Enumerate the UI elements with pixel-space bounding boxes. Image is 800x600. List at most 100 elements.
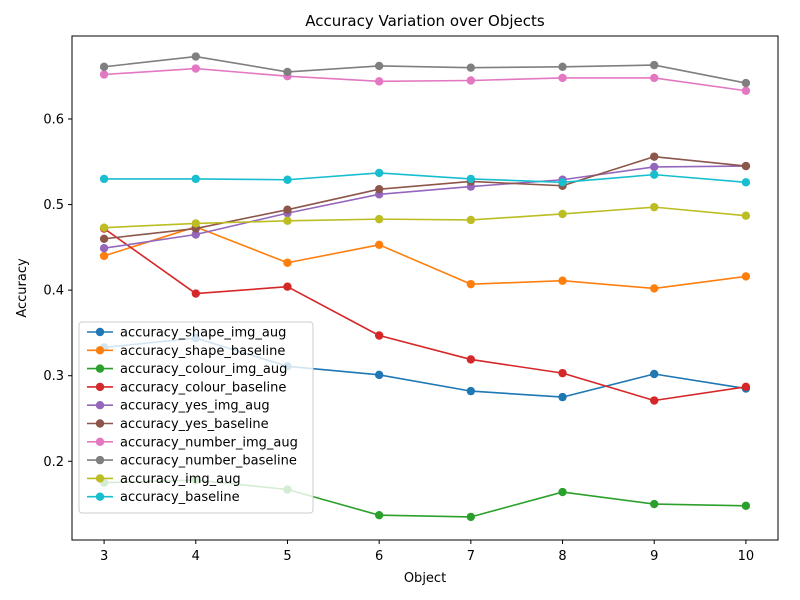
data-point bbox=[558, 392, 567, 402]
y-axis-ticks: 0.2 0.3 0.4 0.5 0.6 bbox=[43, 113, 72, 470]
data-point bbox=[99, 70, 109, 79]
data-point bbox=[191, 64, 200, 73]
legend-label: accuracy_number_img_aug bbox=[120, 435, 298, 450]
data-point bbox=[466, 512, 476, 522]
data-point bbox=[558, 178, 567, 187]
data-point bbox=[741, 382, 751, 392]
x-tick-label: 10 bbox=[738, 549, 755, 564]
data-point bbox=[650, 170, 659, 179]
chart-title: Accuracy Variation over Objects bbox=[305, 12, 545, 30]
series-line bbox=[104, 67, 747, 92]
legend-item: accuracy_colour_img_aug bbox=[87, 362, 287, 377]
data-point bbox=[283, 282, 292, 291]
data-point bbox=[741, 78, 751, 88]
data-point bbox=[650, 73, 659, 83]
data-point bbox=[741, 211, 751, 220]
series-accuracy-yes-baseline bbox=[99, 152, 751, 243]
data-point bbox=[558, 487, 567, 497]
legend-marker bbox=[95, 455, 105, 465]
data-point bbox=[466, 174, 476, 184]
legend-label: accuracy_colour_img_aug bbox=[120, 362, 287, 377]
data-point bbox=[741, 272, 751, 281]
series-line bbox=[104, 206, 746, 229]
data-point bbox=[466, 215, 476, 225]
data-point bbox=[741, 161, 751, 171]
data-point bbox=[99, 244, 109, 253]
data-point bbox=[374, 184, 384, 194]
data-point bbox=[741, 86, 751, 95]
legend: accuracy_shape_img_aug accuracy_shape_bas… bbox=[78, 321, 314, 514]
data-point bbox=[191, 289, 200, 298]
data-point bbox=[283, 205, 292, 214]
data-point bbox=[650, 499, 659, 509]
legend-item: accuracy_yes_baseline bbox=[87, 417, 269, 432]
legend-label: accuracy_number_baseline bbox=[120, 454, 297, 469]
x-tick-label: 7 bbox=[467, 549, 475, 564]
y-tick-label: 0.6 bbox=[43, 113, 64, 128]
x-axis-label: Object bbox=[404, 571, 446, 586]
data-point bbox=[466, 386, 476, 396]
data-point bbox=[466, 279, 476, 289]
data-point bbox=[374, 510, 384, 520]
legend-marker bbox=[95, 492, 105, 501]
data-point bbox=[650, 162, 659, 172]
data-point bbox=[283, 216, 292, 226]
y-tick-label: 0.3 bbox=[43, 369, 64, 384]
legend-item: accuracy_shape_img_aug bbox=[87, 326, 286, 341]
y-axis-label: Accuracy bbox=[15, 258, 30, 318]
data-point bbox=[374, 168, 384, 178]
x-tick-label: 8 bbox=[558, 549, 566, 564]
data-point bbox=[374, 77, 384, 86]
x-tick-label: 4 bbox=[192, 549, 200, 564]
data-point bbox=[466, 63, 476, 72]
x-tick-label: 3 bbox=[100, 549, 108, 564]
series-line bbox=[103, 227, 747, 402]
data-point bbox=[650, 60, 659, 70]
data-point bbox=[283, 258, 292, 267]
y-tick-label: 0.4 bbox=[43, 284, 64, 299]
y-tick-label: 0.5 bbox=[43, 198, 64, 213]
legend-label: accuracy_yes_baseline bbox=[120, 417, 269, 432]
legend-item: accuracy_number_img_aug bbox=[87, 435, 298, 450]
legend-marker bbox=[95, 327, 105, 337]
legend-label: accuracy_baseline bbox=[120, 490, 240, 505]
x-axis-ticks: 3 4 5 6 7 8 9 10 bbox=[100, 540, 754, 564]
plot-frame bbox=[71, 35, 779, 541]
data-point bbox=[191, 52, 200, 61]
data-point bbox=[558, 276, 567, 285]
data-point bbox=[99, 251, 109, 261]
legend-box bbox=[78, 321, 314, 514]
legend-marker bbox=[95, 419, 105, 428]
legend-label: accuracy_yes_img_aug bbox=[120, 399, 270, 414]
data-point bbox=[99, 234, 109, 243]
legend-item: accuracy_number_baseline bbox=[87, 454, 297, 469]
legend-label: accuracy_shape_img_aug bbox=[120, 326, 286, 341]
legend-marker bbox=[95, 382, 105, 392]
legend-item: accuracy_img_aug bbox=[87, 472, 241, 487]
data-point bbox=[191, 230, 200, 239]
legend-marker bbox=[95, 346, 105, 355]
data-point bbox=[374, 370, 384, 380]
legend-marker bbox=[95, 401, 105, 410]
data-point bbox=[99, 62, 109, 72]
legend-item: accuracy_colour_baseline bbox=[87, 380, 286, 395]
data-point bbox=[650, 202, 659, 212]
data-point bbox=[191, 219, 200, 228]
data-point bbox=[466, 355, 476, 364]
data-point bbox=[558, 209, 567, 219]
legend-label: accuracy_colour_baseline bbox=[120, 380, 286, 395]
data-point bbox=[741, 178, 751, 187]
data-point bbox=[650, 369, 659, 379]
data-point bbox=[650, 152, 659, 161]
data-point bbox=[283, 67, 292, 77]
legend-item: accuracy_shape_baseline bbox=[87, 344, 285, 359]
series-line bbox=[103, 226, 747, 290]
x-tick-label: 5 bbox=[283, 549, 291, 564]
legend-marker bbox=[95, 364, 105, 373]
data-point bbox=[466, 76, 476, 85]
data-point bbox=[191, 174, 200, 184]
series-line bbox=[103, 165, 746, 250]
data-point bbox=[650, 284, 659, 293]
legend-marker bbox=[95, 474, 105, 483]
